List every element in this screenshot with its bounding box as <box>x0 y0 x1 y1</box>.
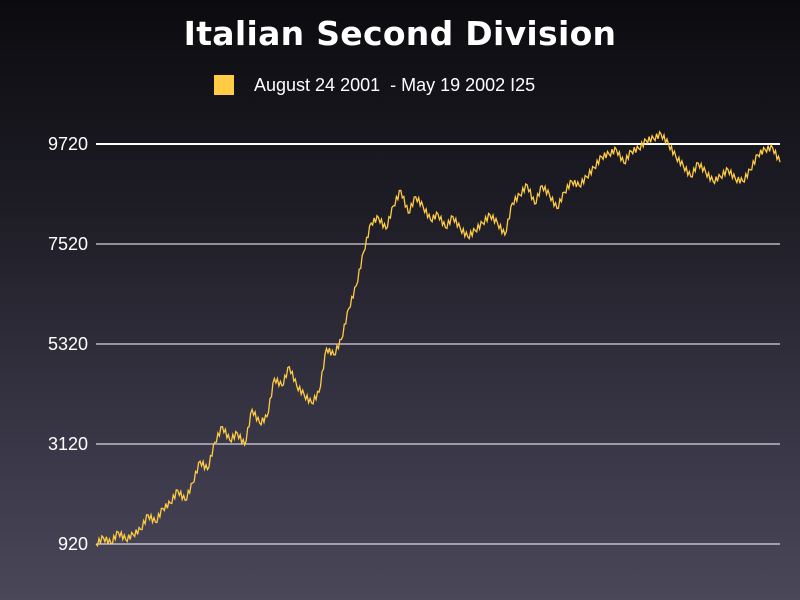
y-tick-label: 9720 <box>48 134 88 154</box>
series-line-0 <box>95 130 781 548</box>
y-tick-label: 7520 <box>48 234 88 254</box>
legend-label: August 24 2001 - May 19 2002 I25 <box>254 74 536 95</box>
series-group <box>95 130 781 548</box>
gridlines <box>96 143 780 545</box>
y-tick-labels: 920 3120 5320 7520 9720 <box>48 134 88 554</box>
y-tick-label: 920 <box>58 534 88 554</box>
chart-title: Italian Second Division <box>183 14 617 53</box>
y-tick-label: 5320 <box>48 334 88 354</box>
legend-swatch <box>214 75 234 95</box>
legend: August 24 2001 - May 19 2002 I25 <box>214 74 535 96</box>
y-tick-label: 3120 <box>48 434 88 454</box>
